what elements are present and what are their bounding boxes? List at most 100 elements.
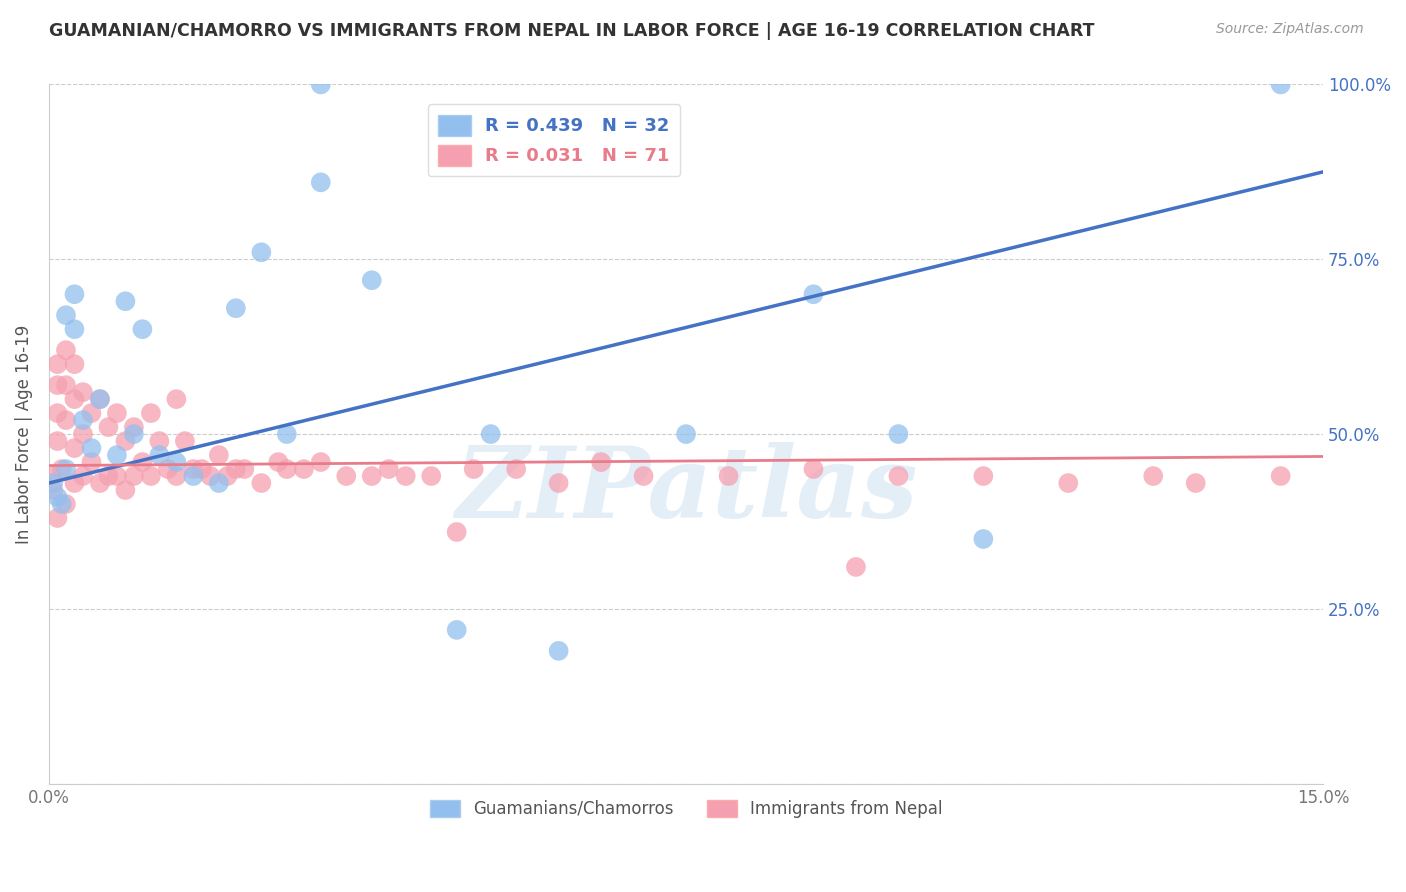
Point bbox=[114, 294, 136, 309]
Point bbox=[156, 462, 179, 476]
Point bbox=[63, 441, 86, 455]
Point bbox=[105, 469, 128, 483]
Point bbox=[72, 385, 94, 400]
Point bbox=[191, 462, 214, 476]
Point bbox=[1142, 469, 1164, 483]
Point bbox=[46, 406, 69, 420]
Point bbox=[122, 420, 145, 434]
Point bbox=[114, 434, 136, 448]
Point bbox=[105, 448, 128, 462]
Point bbox=[1184, 476, 1206, 491]
Text: GUAMANIAN/CHAMORRO VS IMMIGRANTS FROM NEPAL IN LABOR FORCE | AGE 16-19 CORRELATI: GUAMANIAN/CHAMORRO VS IMMIGRANTS FROM NE… bbox=[49, 22, 1095, 40]
Point bbox=[395, 469, 418, 483]
Point bbox=[51, 497, 73, 511]
Point bbox=[72, 427, 94, 442]
Point bbox=[55, 497, 77, 511]
Point bbox=[547, 644, 569, 658]
Point bbox=[183, 469, 205, 483]
Point bbox=[63, 287, 86, 301]
Point bbox=[1057, 476, 1080, 491]
Point bbox=[463, 462, 485, 476]
Point bbox=[803, 462, 825, 476]
Point bbox=[46, 511, 69, 525]
Point bbox=[80, 406, 103, 420]
Point bbox=[225, 462, 247, 476]
Point bbox=[165, 469, 187, 483]
Point bbox=[46, 357, 69, 371]
Point bbox=[89, 392, 111, 406]
Point bbox=[250, 245, 273, 260]
Point bbox=[63, 322, 86, 336]
Point bbox=[139, 469, 162, 483]
Point bbox=[591, 455, 613, 469]
Point bbox=[97, 469, 120, 483]
Point bbox=[165, 392, 187, 406]
Text: Source: ZipAtlas.com: Source: ZipAtlas.com bbox=[1216, 22, 1364, 37]
Point bbox=[72, 413, 94, 427]
Point bbox=[42, 476, 65, 491]
Y-axis label: In Labor Force | Age 16-19: In Labor Force | Age 16-19 bbox=[15, 325, 32, 544]
Point bbox=[309, 78, 332, 92]
Point bbox=[845, 560, 868, 574]
Point bbox=[803, 287, 825, 301]
Point bbox=[972, 469, 994, 483]
Point bbox=[148, 448, 170, 462]
Point bbox=[360, 273, 382, 287]
Point bbox=[267, 455, 290, 469]
Point bbox=[377, 462, 399, 476]
Point bbox=[89, 392, 111, 406]
Point bbox=[887, 427, 910, 442]
Point bbox=[42, 483, 65, 497]
Text: ZIPatlas: ZIPatlas bbox=[456, 442, 917, 538]
Point bbox=[446, 623, 468, 637]
Point bbox=[114, 483, 136, 497]
Point bbox=[139, 406, 162, 420]
Point bbox=[446, 524, 468, 539]
Point bbox=[46, 434, 69, 448]
Point bbox=[276, 427, 298, 442]
Point bbox=[55, 378, 77, 392]
Point bbox=[200, 469, 222, 483]
Legend: Guamanians/Chamorros, Immigrants from Nepal: Guamanians/Chamorros, Immigrants from Ne… bbox=[423, 793, 949, 824]
Point bbox=[105, 406, 128, 420]
Point bbox=[89, 476, 111, 491]
Point bbox=[1270, 469, 1292, 483]
Point bbox=[41, 469, 63, 483]
Point bbox=[1270, 78, 1292, 92]
Point bbox=[63, 392, 86, 406]
Point bbox=[292, 462, 315, 476]
Point bbox=[122, 469, 145, 483]
Point bbox=[72, 469, 94, 483]
Point bbox=[309, 175, 332, 189]
Point bbox=[887, 469, 910, 483]
Point bbox=[208, 476, 231, 491]
Point bbox=[335, 469, 357, 483]
Point bbox=[225, 301, 247, 316]
Point bbox=[55, 462, 77, 476]
Point bbox=[80, 455, 103, 469]
Point bbox=[250, 476, 273, 491]
Point bbox=[717, 469, 740, 483]
Point bbox=[131, 322, 153, 336]
Point bbox=[131, 455, 153, 469]
Point bbox=[479, 427, 502, 442]
Point bbox=[233, 462, 256, 476]
Point bbox=[55, 308, 77, 322]
Point bbox=[51, 462, 73, 476]
Point bbox=[63, 476, 86, 491]
Point bbox=[360, 469, 382, 483]
Point bbox=[97, 420, 120, 434]
Point bbox=[505, 462, 527, 476]
Point bbox=[972, 532, 994, 546]
Point bbox=[173, 434, 195, 448]
Point bbox=[46, 378, 69, 392]
Point bbox=[633, 469, 655, 483]
Point bbox=[217, 469, 239, 483]
Point bbox=[80, 441, 103, 455]
Point bbox=[46, 490, 69, 504]
Point bbox=[675, 427, 697, 442]
Point bbox=[148, 434, 170, 448]
Point bbox=[420, 469, 443, 483]
Point bbox=[165, 455, 187, 469]
Point bbox=[55, 413, 77, 427]
